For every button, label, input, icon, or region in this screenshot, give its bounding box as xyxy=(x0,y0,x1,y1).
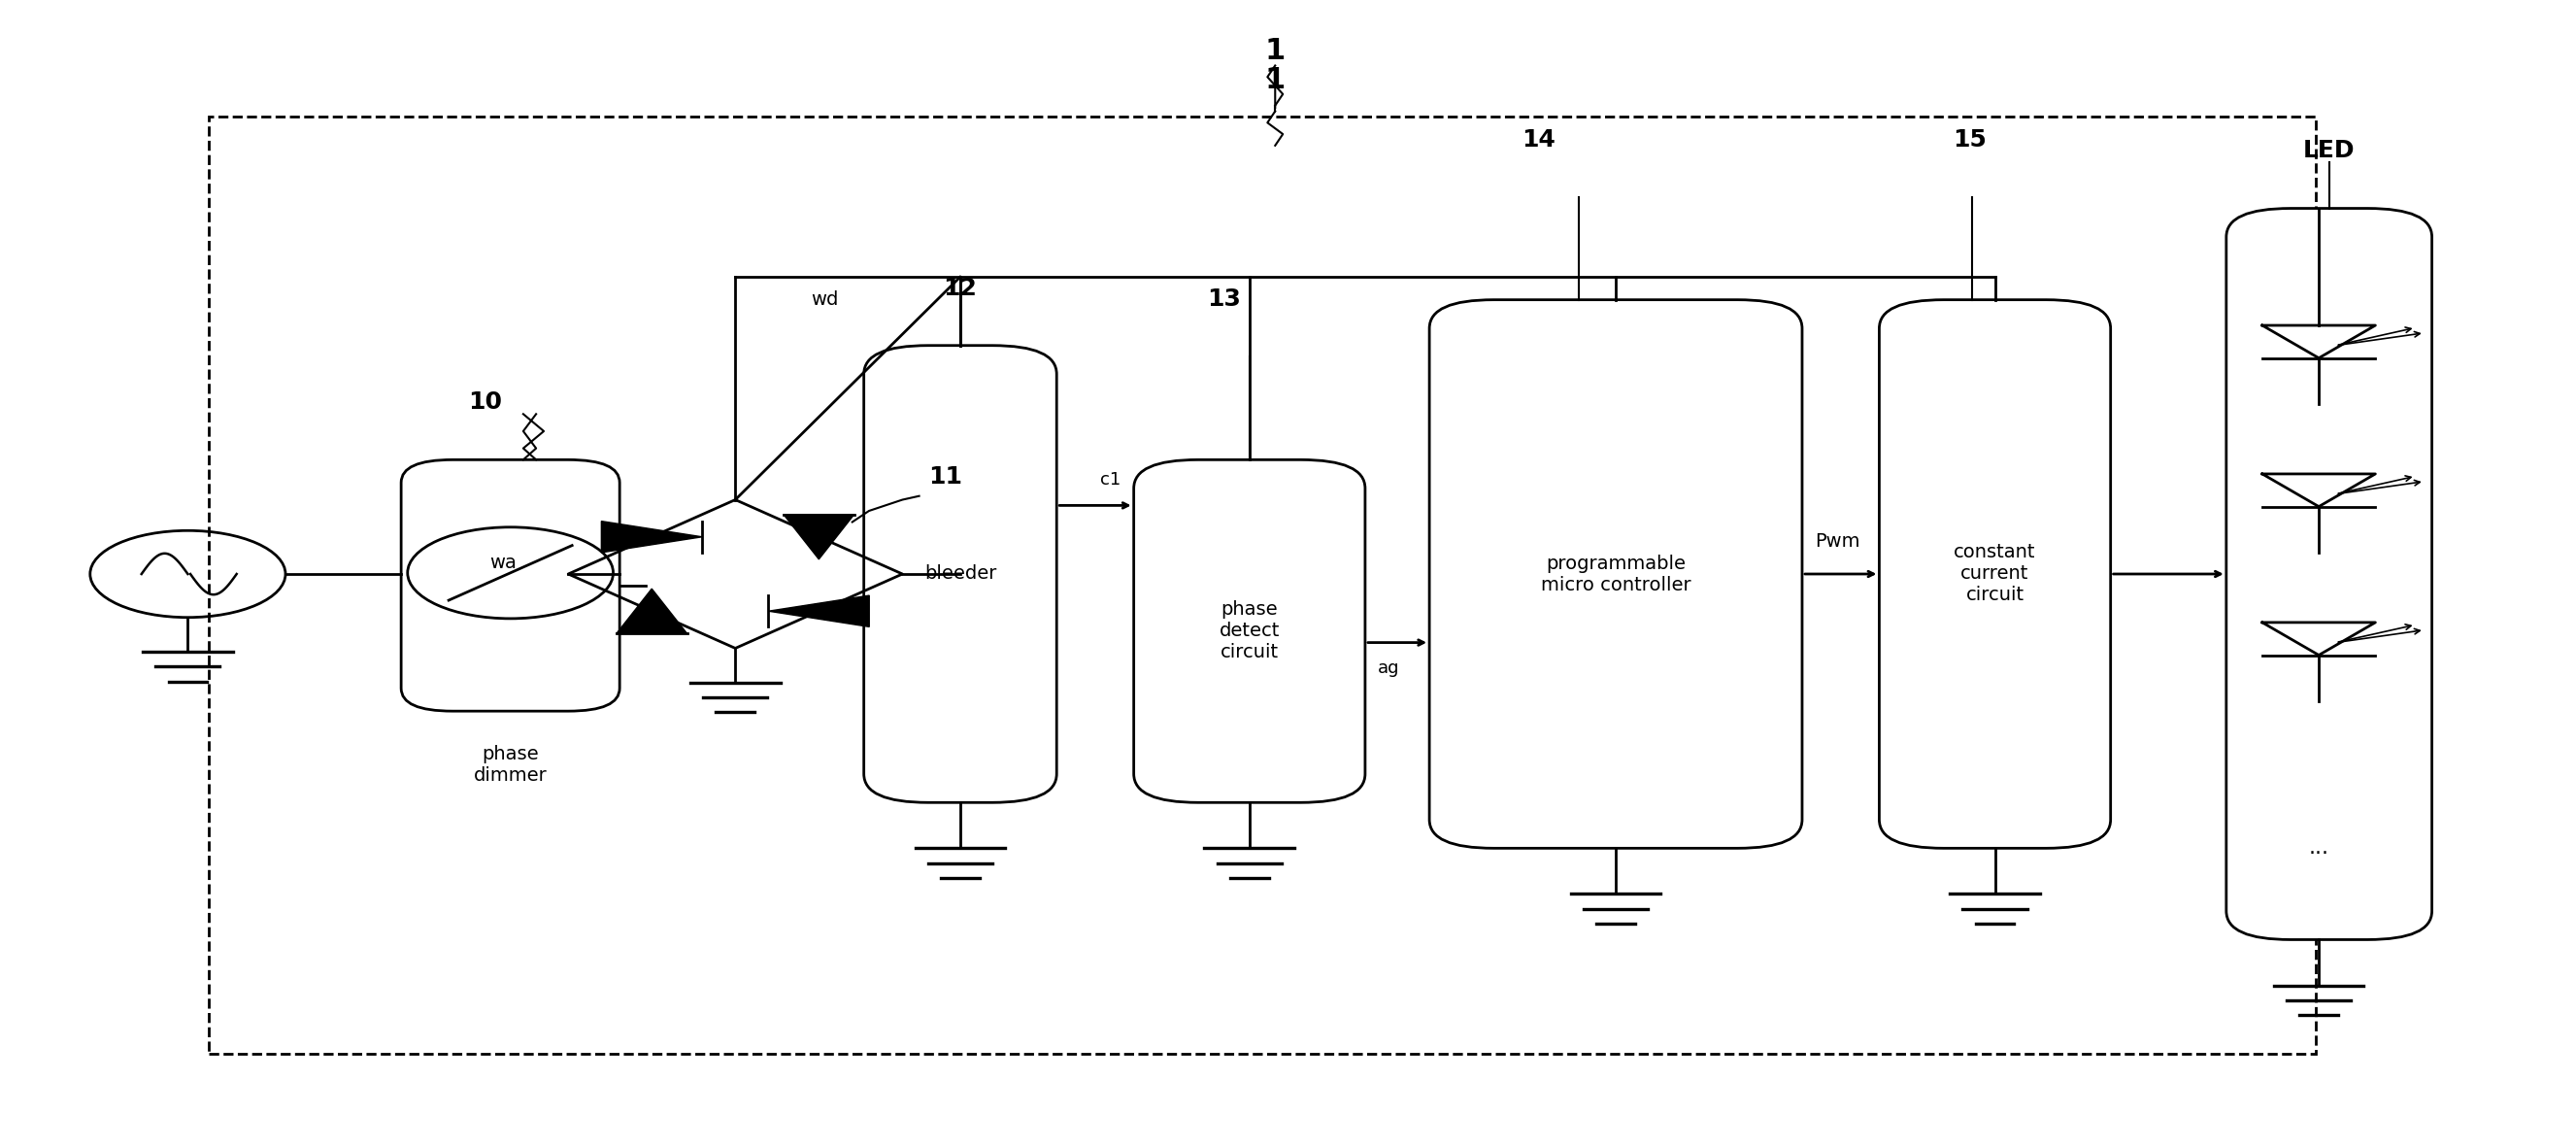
Text: wd: wd xyxy=(811,290,837,309)
Bar xyxy=(209,117,2316,1054)
Text: ...: ... xyxy=(2308,838,2329,858)
Polygon shape xyxy=(600,521,703,552)
Text: 1: 1 xyxy=(1265,65,1285,94)
Text: bleeder: bleeder xyxy=(925,565,997,583)
Text: 1: 1 xyxy=(1265,38,1285,65)
Text: 15: 15 xyxy=(1953,127,1986,152)
Text: programmable
micro controller: programmable micro controller xyxy=(1540,554,1690,594)
Text: constant
current
circuit: constant current circuit xyxy=(1953,543,2035,605)
Text: phase
dimmer: phase dimmer xyxy=(474,745,546,785)
Text: 10: 10 xyxy=(469,390,502,414)
Text: LED: LED xyxy=(2303,139,2354,163)
Text: phase
detect
circuit: phase detect circuit xyxy=(1218,600,1280,661)
Text: 13: 13 xyxy=(1206,288,1242,311)
Text: 14: 14 xyxy=(1522,127,1556,152)
FancyBboxPatch shape xyxy=(1133,459,1365,802)
FancyBboxPatch shape xyxy=(2226,209,2432,939)
Text: 11: 11 xyxy=(927,465,961,488)
Text: c1: c1 xyxy=(1100,471,1121,488)
Polygon shape xyxy=(783,514,855,559)
FancyBboxPatch shape xyxy=(1880,300,2110,848)
FancyBboxPatch shape xyxy=(1430,300,1803,848)
Text: ag: ag xyxy=(1378,660,1399,677)
Polygon shape xyxy=(616,589,688,634)
Text: Pwm: Pwm xyxy=(1816,533,1860,551)
Text: wa: wa xyxy=(489,553,518,572)
Polygon shape xyxy=(768,596,868,627)
FancyBboxPatch shape xyxy=(402,459,621,711)
FancyBboxPatch shape xyxy=(863,346,1056,802)
Text: 12: 12 xyxy=(943,277,976,300)
